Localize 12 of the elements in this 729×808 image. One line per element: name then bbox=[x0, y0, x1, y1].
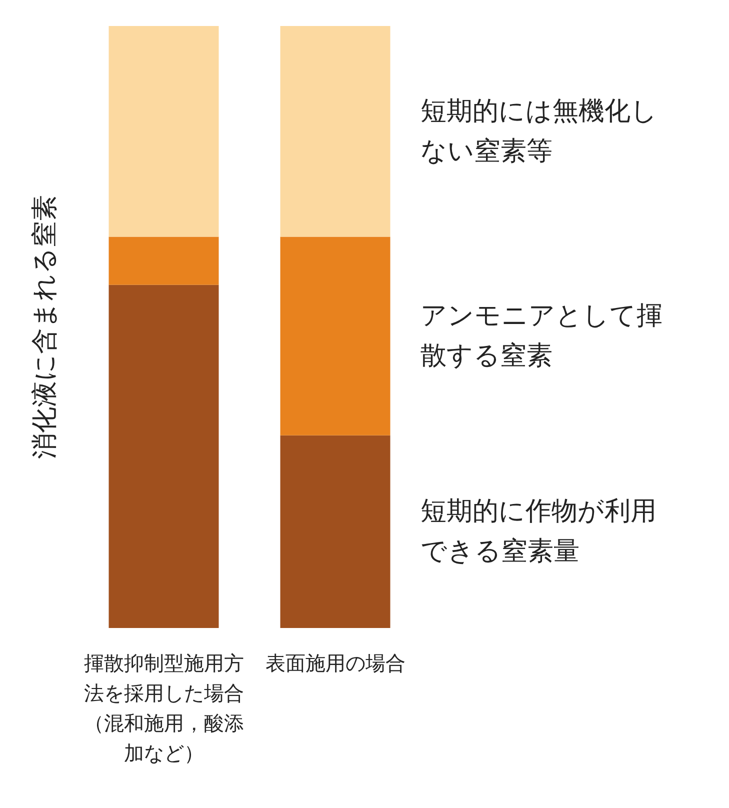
y-axis-title: 消化液に含まれる窒素 bbox=[30, 195, 60, 459]
series-label: 短期的には無機化しない窒素等 bbox=[420, 96, 658, 166]
series-label: 短期的に作物が利用できる窒素量 bbox=[420, 496, 656, 567]
bar bbox=[280, 435, 390, 628]
bar bbox=[108, 284, 219, 628]
bar bbox=[108, 236, 219, 285]
bar bbox=[108, 26, 219, 237]
bar bbox=[280, 26, 390, 237]
bar bbox=[280, 236, 390, 436]
series-label: アンモニアとして揮散する窒素 bbox=[420, 301, 662, 372]
x-tick-label: 揮散抑制型施用方法を採用した場合（混和施用，酸添加など） bbox=[84, 651, 244, 765]
x-tick-label: 表面施用の場合 bbox=[265, 651, 406, 675]
